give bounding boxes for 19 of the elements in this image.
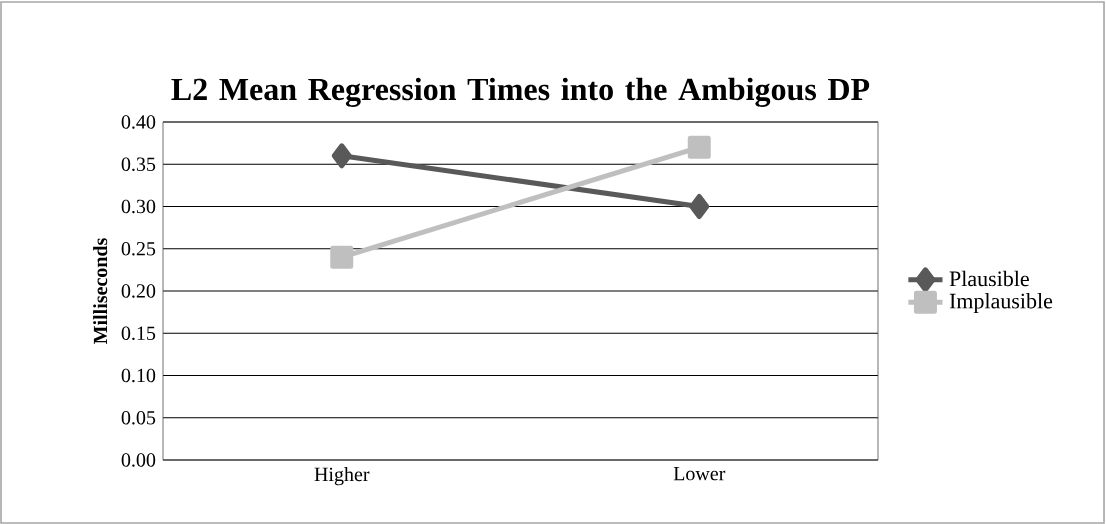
y-tick-label: 0.20 bbox=[121, 284, 156, 298]
y-tick-label: 0.35 bbox=[121, 157, 156, 172]
x-tick-label: Lower bbox=[673, 467, 726, 481]
point bbox=[331, 143, 352, 169]
y-tick-label: 0.10 bbox=[121, 368, 156, 383]
legend-label: Plausible bbox=[949, 270, 1029, 287]
y-tick-label: 0.00 bbox=[121, 453, 156, 467]
chart-title: L2 Mean Regression Times into the Ambigous DP bbox=[171, 77, 870, 107]
point bbox=[330, 245, 354, 269]
point bbox=[687, 135, 711, 159]
y-tick-label: 0.15 bbox=[121, 326, 156, 341]
legend-label: Implausible bbox=[949, 293, 1053, 313]
y-tick-label: 0.40 bbox=[121, 115, 156, 129]
y-tick-label: 0.30 bbox=[121, 199, 156, 214]
y-tick-label: 0.05 bbox=[121, 410, 156, 425]
x-tick-label: Higher bbox=[314, 467, 370, 486]
y-axis-title: Milliseconds bbox=[93, 238, 108, 344]
point bbox=[689, 194, 710, 220]
y-tick-label: 0.25 bbox=[121, 241, 156, 256]
